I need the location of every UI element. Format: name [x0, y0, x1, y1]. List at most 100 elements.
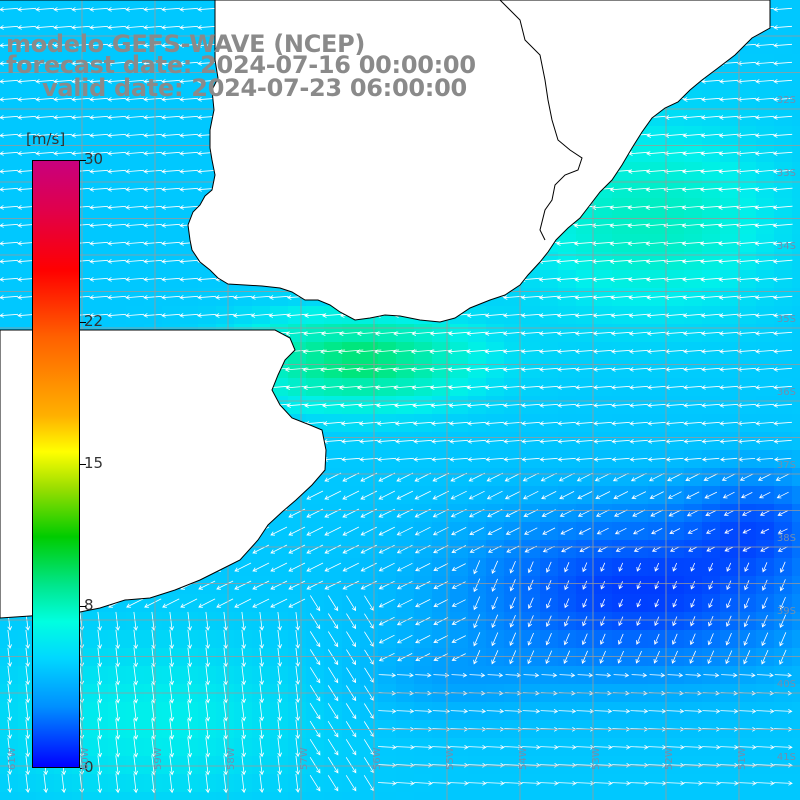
wind-vector-arrow — [485, 762, 505, 768]
wind-vector-arrow — [364, 649, 374, 665]
wind-vector-arrow — [718, 187, 740, 192]
wind-vector-arrow — [560, 527, 574, 535]
wind-vector-arrow — [259, 719, 265, 740]
wind-vector-arrow — [89, 133, 109, 138]
wind-speed-cell — [792, 396, 800, 415]
wind-vector-arrow — [53, 25, 73, 30]
wind-vector-arrow — [393, 331, 417, 336]
wind-vector-arrow — [721, 473, 736, 481]
wind-vector-arrow — [377, 780, 397, 786]
colorbar-tick-label: 30 — [84, 150, 104, 168]
wind-vector-arrow — [575, 780, 595, 786]
wind-vector-arrow — [359, 457, 379, 462]
wind-vector-arrow — [773, 403, 793, 408]
wind-vector-arrow — [593, 457, 612, 462]
wind-vector-arrow — [107, 259, 127, 264]
wind-vector-arrow — [737, 79, 757, 84]
wind-vector-arrow — [198, 598, 216, 608]
wind-vector-arrow — [737, 762, 757, 768]
wind-vector-arrow — [737, 439, 756, 444]
wind-vector-arrow — [628, 331, 649, 336]
wind-vector-arrow — [484, 331, 505, 336]
wind-vector-arrow — [776, 491, 789, 499]
wind-vector-arrow — [703, 473, 718, 481]
wind-vector-arrow — [473, 614, 481, 629]
wind-vector-arrow — [394, 403, 416, 408]
wind-vector-arrow — [252, 562, 270, 572]
wind-vector-arrow — [288, 562, 306, 572]
wind-vector-arrow — [683, 367, 703, 372]
wind-vector-arrow — [378, 562, 395, 572]
wind-vector-arrow — [125, 7, 145, 12]
wind-vector-arrow — [161, 313, 181, 318]
wind-vector-arrow — [707, 633, 714, 646]
wind-speed-cell — [234, 792, 253, 800]
wind-vector-arrow — [268, 313, 289, 318]
wind-vector-arrow — [546, 561, 552, 573]
wind-vector-arrow — [161, 187, 181, 192]
wind-vector-arrow — [556, 259, 578, 264]
wind-vector-arrow — [611, 385, 631, 390]
wind-vector-arrow — [600, 598, 606, 608]
wind-vector-arrow — [683, 780, 703, 786]
wind-vector-arrow — [635, 650, 642, 664]
wind-vector-arrow — [345, 775, 357, 792]
wind-speed-cell — [306, 792, 325, 800]
wind-speed-cell — [792, 612, 800, 631]
wind-vector-arrow — [611, 367, 631, 372]
wind-vector-arrow — [556, 277, 577, 282]
wind-vector-arrow — [133, 737, 139, 758]
wind-vector-arrow — [559, 672, 576, 678]
wind-vector-arrow — [327, 756, 339, 774]
wind-vector-arrow — [599, 633, 606, 645]
wind-vector-arrow — [327, 595, 339, 612]
wind-speed-cell — [792, 540, 800, 559]
wind-vector-arrow — [304, 403, 326, 408]
wind-vector-arrow — [629, 367, 649, 372]
wind-vector-arrow — [252, 580, 270, 590]
wind-vector-arrow — [633, 546, 644, 552]
wind-vector-arrow — [743, 615, 750, 628]
wind-speed-cell — [792, 90, 800, 109]
wind-vector-arrow — [466, 313, 487, 318]
wind-vector-arrow — [392, 367, 417, 373]
wind-vector-arrow — [577, 672, 594, 678]
wind-vector-arrow — [377, 439, 397, 444]
wind-vector-arrow — [609, 187, 632, 192]
wind-vector-arrow — [395, 457, 414, 462]
wind-speed-cell — [450, 792, 469, 800]
wind-vector-arrow — [701, 421, 720, 426]
wind-vector-arrow — [306, 580, 324, 590]
wind-speed-cell — [792, 72, 800, 91]
wind-vector-arrow — [663, 169, 686, 174]
wind-vector-arrow — [722, 491, 735, 499]
wind-vector-arrow — [223, 737, 229, 758]
wind-vector-arrow — [609, 205, 632, 210]
wind-vector-arrow — [327, 667, 339, 684]
wind-vector-arrow — [345, 739, 357, 756]
wind-vector-arrow — [396, 490, 414, 500]
wind-vector-arrow — [411, 331, 434, 336]
wind-vector-arrow — [701, 439, 720, 444]
wind-vector-arrow — [760, 528, 770, 534]
wind-vector-arrow — [700, 115, 721, 120]
wind-vector-arrow — [466, 367, 488, 372]
wind-vector-arrow — [187, 773, 193, 794]
wind-vector-arrow — [378, 490, 396, 500]
wind-vector-arrow — [505, 527, 520, 535]
wind-speed-cell — [198, 792, 217, 800]
wind-vector-arrow — [0, 223, 19, 228]
wind-vector-arrow — [115, 701, 121, 722]
wind-vector-arrow — [125, 133, 145, 138]
wind-vector-arrow — [699, 205, 722, 210]
wind-vector-arrow — [169, 665, 175, 686]
wind-speed-cell — [522, 792, 541, 800]
wind-vector-arrow — [161, 151, 181, 156]
wind-vector-arrow — [0, 187, 19, 192]
wind-vector-arrow — [540, 472, 557, 482]
wind-vector-arrow — [241, 773, 247, 794]
wind-vector-arrow — [756, 708, 775, 714]
wind-vector-arrow — [304, 313, 326, 318]
wind-vector-arrow — [187, 647, 193, 668]
wind-vector-arrow — [411, 385, 434, 390]
